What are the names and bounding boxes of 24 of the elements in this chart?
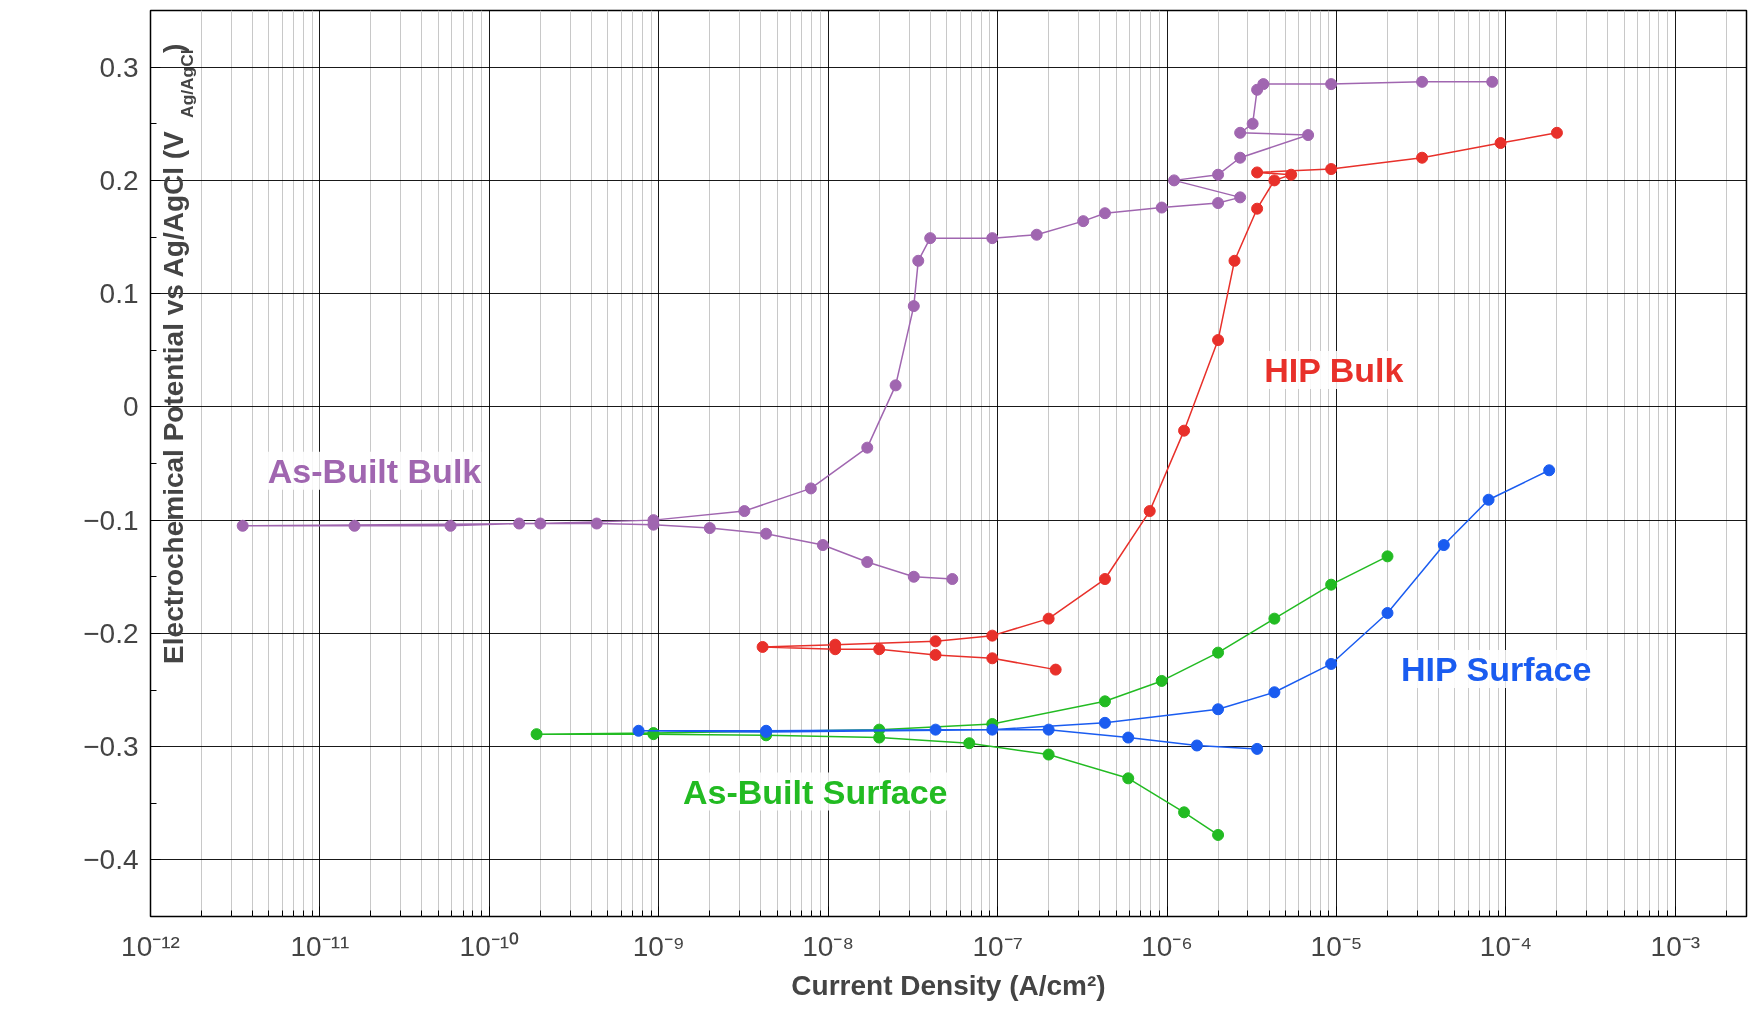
y-tick-label: 0.1 bbox=[99, 278, 139, 310]
x-tick-label: 10⁻⁵ bbox=[1310, 930, 1363, 962]
x-tick-label: 10⁻³ bbox=[1650, 930, 1701, 962]
y-tick-label: −0.3 bbox=[83, 731, 139, 763]
x-tick-label: 10⁻¹² bbox=[121, 930, 180, 962]
y-tick-label: −0.4 bbox=[83, 844, 139, 876]
x-tick-label: 10⁻⁸ bbox=[802, 930, 855, 962]
y-tick-label: 0.3 bbox=[99, 51, 139, 83]
x-tick-label: 10⁻¹¹ bbox=[290, 930, 350, 962]
series-label: HIP Surface bbox=[1401, 649, 1592, 688]
series-label: HIP Bulk bbox=[1264, 351, 1404, 390]
y-tick-label: 0 bbox=[122, 391, 139, 423]
y-axis-title: Electrochemical Potential vs Ag/AgCl (VAg/AgCl) bbox=[157, 43, 197, 664]
series-label: As-Built Surface bbox=[682, 772, 948, 811]
x-tick-label: 10⁻⁷ bbox=[972, 930, 1023, 962]
x-tick-label: 10⁻⁹ bbox=[632, 930, 685, 962]
x-tick-label: 10⁻¹⁰ bbox=[459, 930, 520, 962]
series-label: As-Built Bulk bbox=[267, 451, 482, 490]
y-tick-label: 0.2 bbox=[99, 164, 139, 196]
x-tick-label: 10⁻⁶ bbox=[1141, 930, 1193, 962]
y-tick-label: −0.2 bbox=[83, 617, 139, 649]
x-axis-title: Current Density (A/cm²) bbox=[791, 969, 1106, 1001]
y-tick-label: −0.1 bbox=[83, 504, 139, 536]
x-tick-label: 10⁻⁴ bbox=[1479, 930, 1533, 962]
